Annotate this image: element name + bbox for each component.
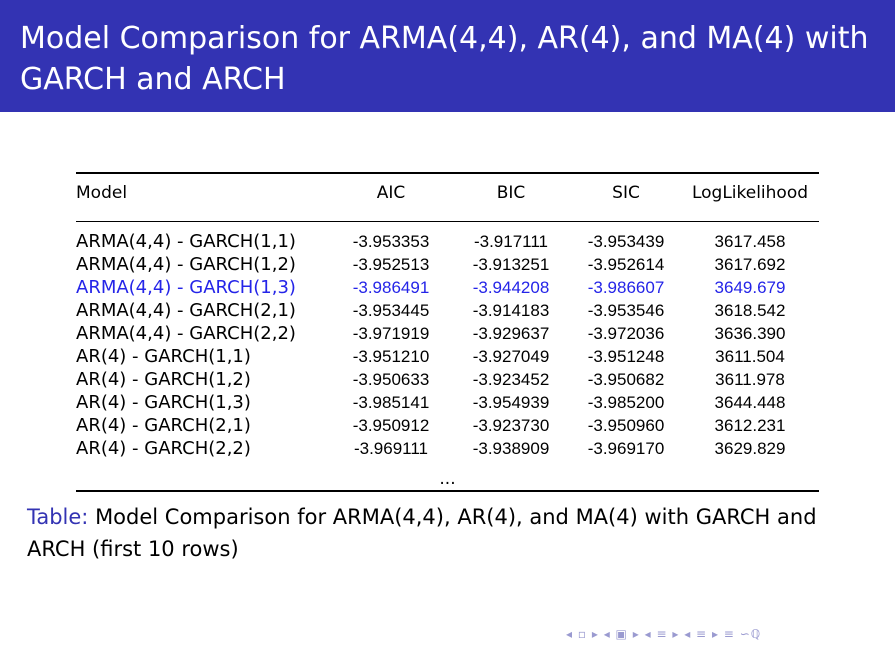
cell-loglikelihood: 3649.679	[714, 278, 786, 297]
cell-model: AR(4) - GARCH(1,1)	[76, 346, 251, 367]
header-aic: AIC	[376, 182, 406, 203]
beamer-navigation[interactable]: ◂ ▫ ▸ ◂ ▣ ▸ ◂ ≡ ▸ ◂ ≡ ▸ ≡ ∽ℚ	[566, 627, 761, 641]
cell-bic: -3.954939	[472, 393, 550, 412]
nav-prev-subsection-icon[interactable]: ◂	[603, 627, 611, 641]
cell-loglikelihood: 3629.829	[714, 439, 786, 458]
cell-loglikelihood: 3611.504	[715, 347, 785, 366]
nav-search-icon[interactable]: ∽ℚ	[739, 627, 762, 641]
table-row: ARMA(4,4) - GARCH(2,1) -3.953445 -3.914183…	[76, 299, 819, 322]
nav-prev-doc-icon[interactable]: ◂	[684, 627, 692, 641]
nav-prev-frame-icon[interactable]: ◂	[566, 627, 574, 641]
cell-model: ARMA(4,4) - GARCH(1,2)	[76, 254, 296, 275]
nav-next-section-icon[interactable]: ▸	[672, 627, 680, 641]
table-row: AR(4) - GARCH(2,2) -3.969111 -3.938909 -3.9…	[76, 437, 819, 460]
nav-doc-icon[interactable]: ≡	[696, 627, 708, 641]
cell-bic: -3.914183	[472, 301, 550, 320]
nav-align-icon[interactable]: ≡	[723, 627, 735, 641]
cell-loglikelihood: 3612.231	[714, 416, 786, 435]
cell-model: ARMA(4,4) - GARCH(1,3)	[76, 277, 296, 298]
cell-aic: -3.953353	[352, 232, 430, 251]
cell-bic: -3.923730	[472, 416, 550, 435]
cell-aic: -3.986491	[352, 278, 430, 297]
cell-sic: -3.986607	[587, 278, 665, 297]
cell-model: AR(4) - GARCH(2,2)	[76, 438, 251, 459]
caption-label: Table:	[27, 505, 89, 529]
table-row: ARMA(4,4) - GARCH(1,1) -3.953353 -3.917111…	[76, 230, 819, 253]
nav-prev-section-icon[interactable]: ◂	[644, 627, 652, 641]
table-row: AR(4) - GARCH(2,1) -3.950912 -3.923730 -3.9…	[76, 414, 819, 437]
cell-bic: -3.929637	[472, 324, 550, 343]
table-row: AR(4) - GARCH(1,3) -3.985141 -3.954939 -3.9…	[76, 391, 819, 414]
slide-title: Model Comparison for ARMA(4,4), AR(4), a…	[20, 21, 869, 97]
cell-bic: -3.927049	[472, 347, 550, 366]
header-sic: SIC	[612, 182, 640, 203]
table-row: AR(4) - GARCH(1,2) -3.950633 -3.923452 -3.9…	[76, 368, 819, 391]
cell-sic: -3.951248	[587, 347, 665, 366]
cell-model: AR(4) - GARCH(1,2)	[76, 369, 251, 390]
table-header-row: Model AIC BIC SIC LogLikelihood	[76, 174, 819, 211]
cell-aic: -3.951210	[352, 347, 430, 366]
caption-text: Model Comparison for ARMA(4,4), AR(4), a…	[27, 505, 817, 561]
cell-bic: -3.938909	[472, 439, 550, 458]
cell-sic: -3.972036	[587, 324, 665, 343]
nav-section-icon[interactable]: ≡	[656, 627, 668, 641]
cell-loglikelihood: 3644.448	[714, 393, 786, 412]
cell-sic: -3.969170	[587, 439, 665, 458]
cell-bic: -3.944208	[472, 278, 550, 297]
nav-next-subsection-icon[interactable]: ▸	[632, 627, 640, 641]
cell-aic: -3.953445	[352, 301, 430, 320]
table-row: ARMA(4,4) - GARCH(2,2) -3.971919 -3.929637…	[76, 322, 819, 345]
table-ellipsis: ...	[439, 469, 456, 489]
table-row: AR(4) - GARCH(1,1) -3.951210 -3.927049 -3.9…	[76, 345, 819, 368]
cell-sic: -3.953439	[587, 232, 665, 251]
cell-aic: -3.950633	[352, 370, 430, 389]
nav-next-doc-icon[interactable]: ▸	[711, 627, 719, 641]
table-header-rule	[76, 221, 819, 222]
cell-loglikelihood: 3611.978	[715, 370, 785, 389]
header-model: Model	[76, 182, 128, 203]
header-bic: BIC	[496, 182, 526, 203]
comparison-table: Model AIC BIC SIC LogLikelihood ARMA(4,4…	[76, 172, 819, 492]
table-bottom-rule	[76, 490, 819, 492]
cell-bic: -3.913251	[472, 255, 550, 274]
cell-model: ARMA(4,4) - GARCH(2,1)	[76, 300, 296, 321]
table-row: ARMA(4,4) - GARCH(1,2) -3.952513 -3.913251…	[76, 253, 819, 276]
cell-bic: -3.917111	[473, 232, 549, 251]
table-top-rule	[76, 172, 819, 174]
cell-sic: -3.953546	[587, 301, 665, 320]
nav-frame-icon[interactable]: ▫	[577, 627, 587, 641]
cell-model: ARMA(4,4) - GARCH(1,1)	[76, 231, 296, 252]
cell-sic: -3.950682	[587, 370, 665, 389]
cell-loglikelihood: 3617.692	[714, 255, 786, 274]
cell-sic: -3.952614	[587, 255, 665, 274]
table-row: ARMA(4,4) - GARCH(1,3) -3.986491 -3.944208…	[76, 276, 819, 299]
cell-model: AR(4) - GARCH(2,1)	[76, 415, 251, 436]
cell-sic: -3.950960	[587, 416, 665, 435]
cell-loglikelihood: 3617.458	[714, 232, 786, 251]
cell-aic: -3.985141	[352, 393, 430, 412]
header-loglikelihood: LogLikelihood	[691, 182, 809, 203]
cell-aic: -3.950912	[352, 416, 430, 435]
cell-model: AR(4) - GARCH(1,3)	[76, 392, 251, 413]
slide-title-bar: Model Comparison for ARMA(4,4), AR(4), a…	[0, 0, 895, 112]
cell-loglikelihood: 3618.542	[714, 301, 786, 320]
cell-bic: -3.923452	[472, 370, 550, 389]
nav-subsection-icon[interactable]: ▣	[615, 627, 628, 641]
cell-aic: -3.952513	[352, 255, 430, 274]
cell-model: ARMA(4,4) - GARCH(2,2)	[76, 323, 296, 344]
cell-loglikelihood: 3636.390	[714, 324, 786, 343]
cell-aic: -3.969111	[353, 439, 429, 458]
cell-sic: -3.985200	[587, 393, 665, 412]
table-caption: Table: Model Comparison for ARMA(4,4), A…	[27, 501, 877, 565]
nav-next-frame-icon[interactable]: ▸	[591, 627, 599, 641]
cell-aic: -3.971919	[352, 324, 430, 343]
